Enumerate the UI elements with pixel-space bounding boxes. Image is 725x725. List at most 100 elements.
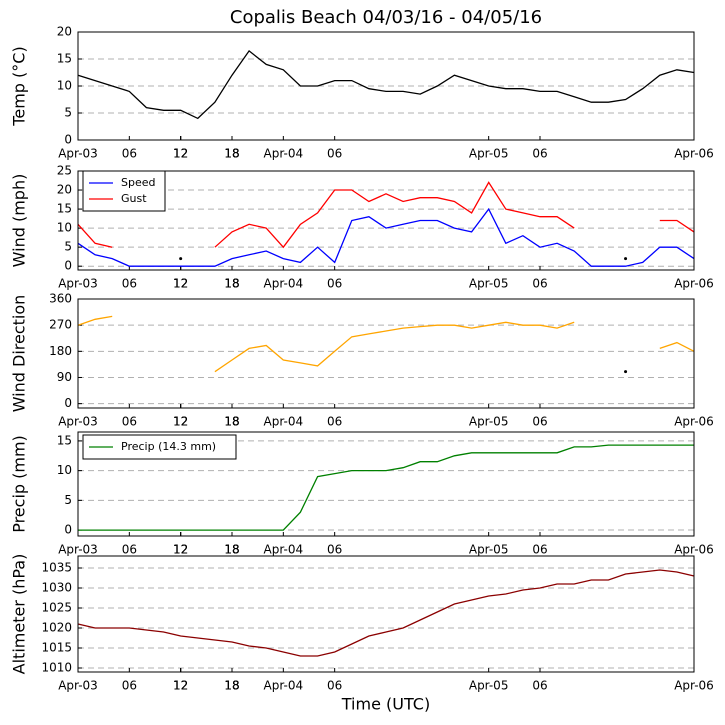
line (77, 207, 695, 267)
line (77, 315, 113, 326)
y-tick-label: 15 (57, 202, 72, 216)
y-tick-label: 90 (57, 370, 72, 384)
x-tick-label: 06 (532, 277, 547, 291)
x-tick-label: Apr-04 (264, 679, 304, 693)
x-tick-label: 12 (173, 415, 188, 429)
y-axis-label: Wind (mph) (10, 174, 29, 268)
x-tick-label: 12 (173, 277, 188, 291)
x-tick-label: 18 (224, 277, 239, 291)
y-tick-label: 20 (57, 183, 72, 197)
y-tick-label: 10 (57, 79, 72, 93)
x-tick-label: 18 (224, 415, 239, 429)
x-tick-label: 06 (122, 543, 137, 557)
line (77, 569, 695, 657)
line (659, 341, 695, 352)
x-tick-label: Apr-05 (469, 277, 509, 291)
x-tick-label: 18 (224, 277, 239, 291)
line (659, 219, 695, 233)
x-tick-label: 06 (122, 147, 137, 161)
legend-label: Precip (14.3 mm) (121, 440, 216, 453)
y-tick-label: 1030 (41, 581, 72, 595)
x-tick-label: 06 (532, 415, 547, 429)
point (624, 257, 628, 261)
y-tick-label: 360 (49, 292, 72, 306)
x-tick-label: 06 (122, 277, 137, 291)
x-tick-label: 18 (224, 679, 239, 693)
x-tick-label: 06 (532, 543, 547, 557)
y-tick-label: 1015 (41, 641, 72, 655)
x-tick-label: 12 (173, 679, 188, 693)
x-tick-label: 18 (224, 147, 239, 161)
x-tick-label: 12 (173, 277, 188, 291)
x-tick-label: 12 (173, 147, 188, 161)
x-tick-label: Apr-05 (469, 679, 509, 693)
y-tick-label: 20 (57, 25, 72, 39)
x-tick-label: 06 (327, 543, 342, 557)
x-tick-label: 18 (224, 543, 239, 557)
y-tick-label: 0 (64, 133, 72, 147)
line (77, 49, 695, 120)
x-tick-label: 06 (532, 147, 547, 161)
x-tick-label: Apr-03 (58, 679, 98, 693)
y-tick-label: 180 (49, 344, 72, 358)
x-tick-label: 12 (173, 415, 188, 429)
x-tick-label: 18 (224, 543, 239, 557)
x-tick-label: Apr-05 (469, 147, 509, 161)
x-tick-label: Apr-03 (58, 277, 98, 291)
x-tick-label: Apr-06 (674, 415, 714, 429)
x-tick-label: 06 (327, 415, 342, 429)
legend-box (82, 170, 166, 212)
x-tick-label: 18 (224, 415, 239, 429)
plot-frame (77, 431, 695, 537)
y-tick-label: 10 (57, 463, 72, 477)
x-tick-label: 12 (173, 543, 188, 557)
x-tick-label: Apr-06 (674, 679, 714, 693)
y-tick-label: 5 (64, 240, 72, 254)
x-tick-label: Apr-03 (58, 543, 98, 557)
y-tick-label: 25 (57, 164, 72, 178)
x-tick-label: 18 (224, 415, 239, 429)
x-tick-label: 12 (173, 679, 188, 693)
x-tick-label: 12 (173, 147, 188, 161)
y-tick-label: 1025 (41, 601, 72, 615)
x-tick-label: 06 (327, 147, 342, 161)
x-tick-label: 12 (173, 543, 188, 557)
x-tick-label: Apr-06 (674, 147, 714, 161)
y-axis-label: Temp (°C) (10, 46, 29, 126)
y-tick-label: 5 (64, 106, 72, 120)
x-tick-label: 06 (327, 277, 342, 291)
plot-frame (77, 555, 695, 673)
y-axis-label: Precip (mm) (10, 435, 29, 533)
x-tick-label: 12 (173, 543, 188, 557)
y-tick-label: 0 (64, 259, 72, 273)
x-tick-label: 18 (224, 147, 239, 161)
plot-frame (77, 31, 695, 141)
y-tick-label: 1035 (41, 561, 72, 575)
x-tick-label: 06 (122, 415, 137, 429)
y-tick-label: 270 (49, 318, 72, 332)
y-tick-label: 15 (57, 433, 72, 447)
x-tick-label: 18 (224, 679, 239, 693)
plot-frame (77, 298, 695, 409)
x-tick-label: 06 (122, 679, 137, 693)
x-tick-label: 18 (224, 679, 239, 693)
y-axis-label: Altimeter (hPa) (10, 554, 29, 675)
x-tick-label: 12 (173, 415, 188, 429)
y-tick-label: 1010 (41, 661, 72, 675)
y-tick-label: 0 (64, 396, 72, 410)
x-tick-label: 12 (173, 679, 188, 693)
x-axis-label: Time (UTC) (341, 695, 430, 714)
x-tick-label: Apr-06 (674, 277, 714, 291)
x-tick-label: Apr-03 (58, 147, 98, 161)
x-tick-label: 12 (173, 277, 188, 291)
y-axis-label: Wind Direction (10, 295, 29, 413)
x-tick-label: 18 (224, 277, 239, 291)
x-tick-label: 06 (532, 679, 547, 693)
point (179, 257, 183, 261)
y-tick-label: 0 (64, 523, 72, 537)
y-tick-label: 10 (57, 221, 72, 235)
line (214, 321, 575, 373)
x-tick-label: Apr-04 (264, 277, 304, 291)
